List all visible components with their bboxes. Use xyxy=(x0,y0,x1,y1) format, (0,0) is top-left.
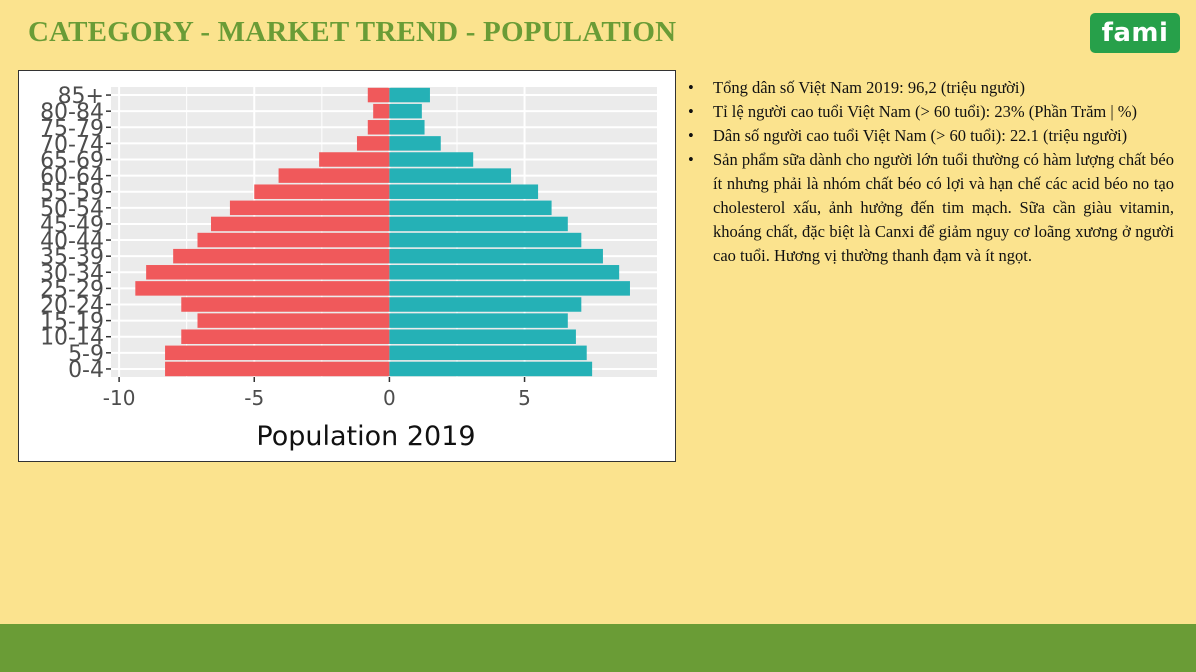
bar-positive xyxy=(389,361,593,377)
bar-positive xyxy=(389,265,620,280)
bar-positive xyxy=(389,168,512,183)
y-tick-label: 80-84 xyxy=(40,100,104,125)
bar-negative xyxy=(197,232,390,248)
bar-negative xyxy=(135,281,390,296)
y-tick-label: 45-49 xyxy=(40,213,104,238)
bar-positive xyxy=(389,87,430,103)
bar-negative xyxy=(197,313,390,328)
bar-positive xyxy=(389,216,568,232)
x-tick-label: 0 xyxy=(383,386,396,410)
bar-negative xyxy=(373,103,390,119)
bar-negative xyxy=(229,200,390,216)
y-tick-label: 25-29 xyxy=(40,277,104,302)
bar-positive xyxy=(389,103,422,119)
y-tick-label: 30-34 xyxy=(40,261,104,286)
y-tick-label: 40-44 xyxy=(40,229,104,254)
bar-negative xyxy=(367,120,390,135)
x-tick-label: -5 xyxy=(244,386,264,410)
bar-positive xyxy=(389,184,539,199)
bar-positive xyxy=(389,345,587,361)
y-tick-label: 35-39 xyxy=(40,245,104,270)
y-tick-label: 10-14 xyxy=(40,326,104,351)
note-item-total-population: Tổng dân số Việt Nam 2019: 96,2 (triệu n… xyxy=(688,76,1174,100)
x-tick-label: 5 xyxy=(518,386,531,410)
y-tick-label: 55-59 xyxy=(40,181,104,206)
bar-positive xyxy=(389,120,425,135)
bar-positive xyxy=(389,329,576,344)
bar-negative xyxy=(165,361,390,377)
plot-panel xyxy=(111,87,657,377)
x-axis-title: Population 2019 xyxy=(256,421,475,452)
note-item-elderly-ratio: Tỉ lệ người cao tuổi Việt Nam (> 60 tuổi… xyxy=(688,100,1174,124)
y-tick-label: 15-19 xyxy=(40,310,104,335)
y-tick-label: 50-54 xyxy=(40,197,104,222)
bar-negative xyxy=(173,248,390,264)
bar-negative xyxy=(367,87,390,103)
y-tick-label: 75-79 xyxy=(40,116,104,141)
y-tick-label: 0-4 xyxy=(68,358,104,383)
notes-list: Tổng dân số Việt Nam 2019: 96,2 (triệu n… xyxy=(688,76,1174,268)
population-pyramid-chart: 0-4 5-9 10-14 15-19 20-24 25-29 30-34 35-39 40-4… xyxy=(18,70,676,462)
bar-negative xyxy=(181,329,390,344)
y-tick-label: 65-69 xyxy=(40,149,104,174)
note-item-elderly-population: Dân số người cao tuổi Việt Nam (> 60 tuổ… xyxy=(688,124,1174,148)
bar-positive xyxy=(389,152,474,167)
bar-negative xyxy=(211,216,390,232)
bar-positive xyxy=(389,136,441,151)
bar-negative xyxy=(146,265,390,280)
y-tick-label: 60-64 xyxy=(40,165,104,190)
bar-positive xyxy=(389,248,603,264)
bar-negative xyxy=(278,168,390,183)
bar-positive xyxy=(389,313,568,328)
bar-negative xyxy=(181,297,390,312)
y-tick-label: 85+ xyxy=(58,84,104,109)
bar-positive xyxy=(389,200,552,216)
y-tick-label: 5-9 xyxy=(68,342,104,367)
y-tick-label: 20-24 xyxy=(40,294,104,319)
note-item-product-description: Sản phẩm sữa dành cho người lớn tuổi thư… xyxy=(688,148,1174,268)
chart-svg: 0-45-910-1415-1920-2425-2930-3435-3940-4… xyxy=(40,84,657,452)
bar-negative xyxy=(319,152,390,167)
bar-negative xyxy=(254,184,390,199)
bar-positive xyxy=(389,281,630,296)
fami-logo: fami xyxy=(1090,13,1180,53)
footer-band xyxy=(0,624,1196,672)
bar-negative xyxy=(356,136,390,151)
y-tick-label: 70-74 xyxy=(40,132,104,157)
bar-positive xyxy=(389,232,582,248)
page-title: CATEGORY - MARKET TREND - POPULATION xyxy=(28,16,677,48)
x-tick-label: -10 xyxy=(103,386,136,410)
bar-negative xyxy=(165,345,390,361)
bar-positive xyxy=(389,297,582,312)
